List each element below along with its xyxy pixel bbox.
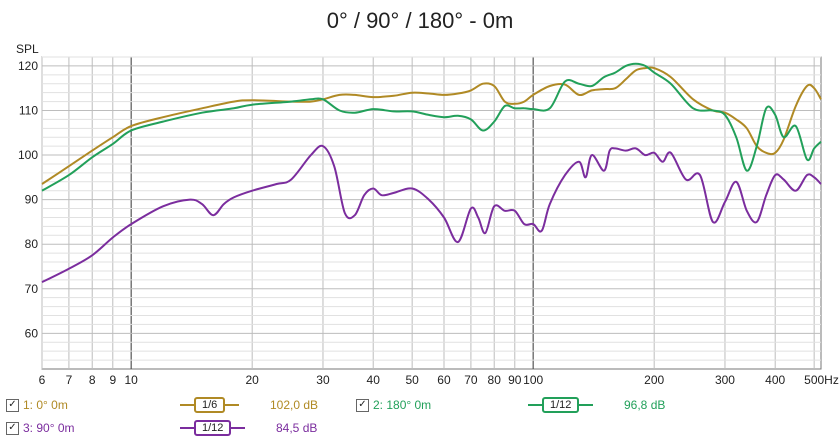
x-tick-label: 9 bbox=[109, 373, 116, 387]
x-tick-label: 40 bbox=[367, 373, 381, 387]
legend-value-90deg: 84,5 dB bbox=[276, 421, 318, 435]
legend-item-90deg[interactable]: ✓ 3: 90° 0m bbox=[6, 419, 75, 437]
x-tick-label: 400 bbox=[765, 373, 785, 387]
x-tick-label: 100 bbox=[523, 373, 543, 387]
x-tick-label: 20 bbox=[246, 373, 260, 387]
smoothing-label-0deg: 1/6 bbox=[194, 397, 226, 413]
x-tick-label: 50 bbox=[405, 373, 419, 387]
y-tick-labels: 60 70 80 90 100 110 120 bbox=[18, 59, 38, 340]
x-tick-labels: 6 7 8 9 10 20 30 40 50 60 70 80 90 100 200 300 400 500Hz bbox=[39, 373, 839, 387]
series-layer bbox=[41, 62, 822, 283]
x-tick-label: 70 bbox=[464, 373, 478, 387]
series-line-2 bbox=[41, 144, 822, 283]
y-axis-label: SPL bbox=[16, 42, 39, 56]
legend: ✓ 1: 0° 0m 1/6 102,0 dB ✓ 2: 180° 0m 1/1… bbox=[0, 392, 840, 442]
legend-label-90deg: 3: 90° 0m bbox=[23, 421, 75, 435]
x-tick-label: 8 bbox=[89, 373, 96, 387]
y-tick-label: 70 bbox=[25, 282, 39, 296]
x-tick-label: 80 bbox=[488, 373, 502, 387]
y-tick-label: 120 bbox=[18, 59, 38, 73]
smoothing-badge-90deg[interactable]: 1/12 bbox=[180, 420, 246, 436]
checkbox-0deg[interactable]: ✓ bbox=[6, 398, 19, 412]
y-tick-label: 90 bbox=[25, 193, 39, 207]
series-line-1 bbox=[41, 62, 822, 192]
chart-title: 0° / 90° / 180° - 0m bbox=[326, 8, 514, 33]
x-tick-label: 30 bbox=[316, 373, 330, 387]
x-tick-label: 10 bbox=[125, 373, 139, 387]
smoothing-label-180deg: 1/12 bbox=[542, 397, 580, 413]
x-tick-label: 60 bbox=[437, 373, 451, 387]
x-tick-label: 6 bbox=[39, 373, 46, 387]
legend-label-180deg: 2: 180° 0m bbox=[373, 398, 432, 412]
y-tick-label: 100 bbox=[18, 148, 38, 162]
legend-value-0deg: 102,0 dB bbox=[270, 398, 319, 412]
x-tick-label: 90 bbox=[508, 373, 522, 387]
legend-value-180deg: 96,8 dB bbox=[624, 398, 666, 412]
legend-label-0deg: 1: 0° 0m bbox=[23, 398, 68, 412]
series-line-0 bbox=[41, 66, 822, 185]
checkbox-180deg[interactable]: ✓ bbox=[356, 398, 369, 412]
legend-item-0deg[interactable]: ✓ 1: 0° 0m bbox=[6, 396, 68, 414]
grid bbox=[41, 56, 821, 369]
x-tick-label: 200 bbox=[644, 373, 664, 387]
smoothing-badge-180deg[interactable]: 1/12 bbox=[528, 397, 594, 413]
legend-item-180deg[interactable]: ✓ 2: 180° 0m bbox=[356, 396, 431, 414]
x-tick-label: 300 bbox=[715, 373, 735, 387]
y-tick-label: 80 bbox=[25, 237, 39, 251]
smoothing-label-90deg: 1/12 bbox=[194, 420, 232, 436]
plot-area bbox=[41, 56, 822, 370]
y-tick-label: 60 bbox=[25, 326, 39, 340]
checkbox-90deg[interactable]: ✓ bbox=[6, 421, 19, 435]
x-tick-label: 500Hz bbox=[804, 373, 839, 387]
y-tick-label: 110 bbox=[19, 103, 38, 117]
smoothing-badge-0deg[interactable]: 1/6 bbox=[180, 397, 240, 413]
x-tick-label: 7 bbox=[66, 373, 73, 387]
